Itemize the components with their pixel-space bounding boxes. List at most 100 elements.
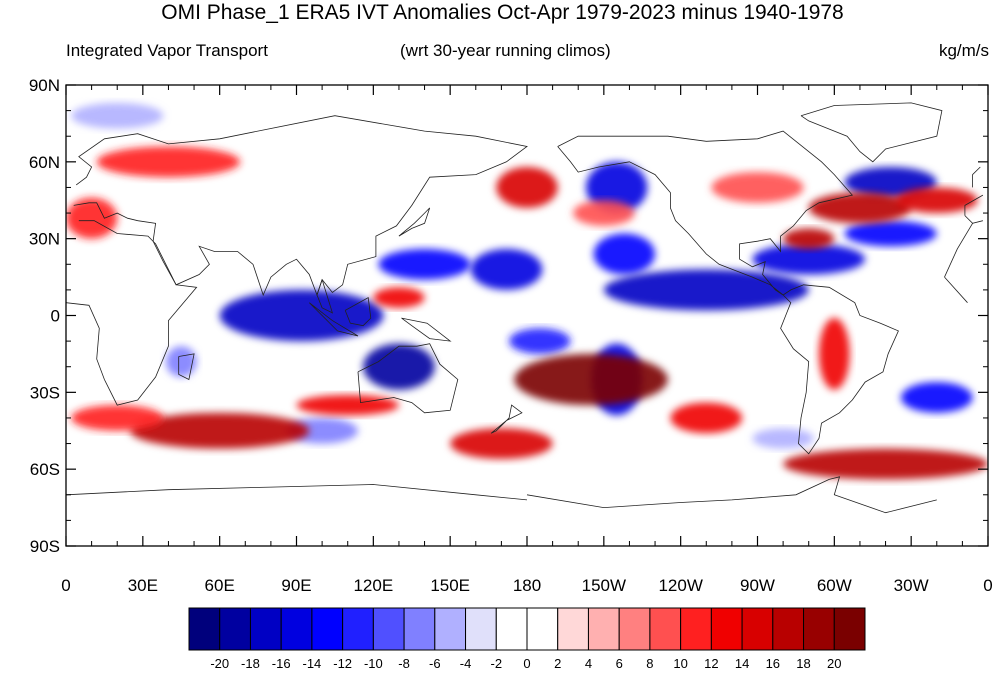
anomaly-positive-28	[373, 287, 425, 308]
anomaly-negative-16	[165, 346, 197, 377]
colorbar-label: 8	[646, 656, 653, 671]
coastline-3-0	[316, 279, 334, 314]
coastline-11-0	[780, 284, 899, 455]
colorbar-swatch	[372, 607, 405, 651]
colorbar-swatch	[710, 607, 743, 651]
lon-tick-label: 30W	[894, 576, 929, 595]
lat-tick-label: 60S	[30, 460, 60, 479]
colorbar-swatch	[680, 607, 712, 651]
anomaly-negative-6	[603, 269, 809, 311]
anomaly-field	[66, 102, 988, 480]
coastline-4-0	[309, 302, 359, 337]
coastline-8-0	[490, 404, 523, 434]
anomaly-negative-0	[219, 289, 384, 342]
anomaly-positive-19	[808, 192, 912, 224]
colorbar-label: 20	[827, 656, 841, 671]
colorbar-label: 0	[523, 656, 530, 671]
anomaly-negative-13	[71, 102, 164, 129]
lon-tick-label: 150W	[582, 576, 626, 595]
colorbar-label: 6	[616, 656, 623, 671]
anomaly-positive-30	[670, 402, 743, 434]
anomaly-positive-20	[783, 228, 835, 249]
anomaly-positive-23	[450, 428, 553, 459]
anomaly-negative-14	[286, 417, 358, 444]
anomaly-negative-5	[593, 233, 656, 275]
anomaly-negative-3	[470, 248, 543, 290]
coastline-0-2	[944, 276, 968, 303]
coastline-1-0	[178, 353, 195, 381]
anomaly-positive-24	[783, 448, 988, 480]
anomaly-negative-1	[363, 343, 435, 390]
coastline-14-2	[972, 166, 981, 188]
colorbar-swatch	[249, 607, 282, 651]
coastline-12-0	[800, 102, 943, 163]
coastline-6-0	[401, 317, 452, 342]
colorbar-label: -20	[210, 656, 229, 671]
colorbar-swatch	[219, 607, 251, 651]
colorbar-label: -16	[272, 656, 291, 671]
anomaly-positive-27	[296, 394, 399, 416]
colorbar-label: 14	[735, 656, 749, 671]
lon-tick-label: 60E	[205, 576, 235, 595]
coastline-9-0	[398, 207, 431, 237]
colorbar-label: -14	[303, 656, 322, 671]
colorbar-label: -12	[333, 656, 352, 671]
anomaly-negative-12	[509, 328, 571, 354]
colorbar-label: -18	[241, 656, 260, 671]
anomaly-positive-17	[514, 353, 668, 406]
lon-tick-label: 60W	[817, 576, 852, 595]
colorbar-swatch	[342, 607, 374, 651]
lat-tick-label: 30N	[29, 230, 60, 249]
lon-tick-label: 0	[983, 576, 992, 595]
axis-ticks: 90N 60N 30N 0 30S 60S 90S 0 30E 60E 90E 120E 150E 180…	[29, 76, 993, 595]
chart-title: OMI Phase_1 ERA5 IVT Anomalies Oct-Apr 1…	[161, 1, 844, 24]
colorbar-label: 4	[585, 656, 592, 671]
lat-tick-label: 30S	[30, 383, 60, 402]
coastline-13-0	[526, 476, 937, 514]
colorbar-label: -2	[490, 656, 502, 671]
lat-tick-label: 90S	[30, 537, 60, 556]
center-subtitle: (wrt 30-year running climos)	[400, 41, 611, 60]
colorbar-swatch	[741, 607, 774, 651]
lat-tick-label: 60N	[29, 153, 60, 172]
colorbar-swatch	[495, 607, 528, 651]
coastlines	[66, 102, 984, 514]
colorbar-label: 2	[554, 656, 561, 671]
lon-tick-label: 90E	[281, 576, 311, 595]
anomaly-negative-10	[900, 382, 973, 413]
colorbar-swatch	[403, 607, 436, 651]
colorbar-label: 18	[796, 656, 810, 671]
anomaly-positive-21	[895, 187, 978, 214]
anomaly-negative-4	[585, 161, 648, 214]
anomaly-positive-31	[818, 318, 850, 390]
colorbar-label: 10	[673, 656, 687, 671]
lat-tick-label: 90N	[29, 76, 60, 95]
coastline-13-1	[66, 484, 528, 501]
anomaly-positive-29	[711, 172, 804, 203]
colorbar-swatch	[618, 607, 651, 651]
colorbar-label: -4	[460, 656, 472, 671]
anomaly-positive-32	[573, 200, 635, 226]
colorbar-swatch	[803, 607, 835, 651]
lon-tick-label: 30E	[128, 576, 158, 595]
anomaly-positive-26	[66, 197, 118, 239]
colorbar-swatch	[434, 607, 467, 651]
colorbar-swatch	[188, 607, 221, 651]
anomaly-positive-25	[96, 146, 241, 178]
coastline-2-0	[964, 194, 984, 216]
anomaly-negative-9	[844, 220, 937, 247]
lon-tick-label: 180	[513, 576, 541, 595]
anomaly-positive-22	[130, 412, 310, 449]
left-subtitle: Integrated Vapor Transport	[66, 41, 268, 60]
coastline-5-0	[344, 296, 372, 327]
colorbar: -20 -18 -16 -14 -12 -10 -8 -6 -4 -2 0 2 4 6 8 10 12 14 16 1…	[188, 607, 866, 671]
colorbar-swatch	[833, 607, 866, 651]
colorbar-swatch	[465, 607, 497, 651]
colorbar-swatch	[587, 607, 620, 651]
lon-tick-label: 120W	[658, 576, 702, 595]
coastline-10-0	[557, 130, 854, 296]
coastline-0-1	[66, 220, 198, 406]
anomaly-negative-15	[752, 428, 814, 449]
colorbar-label: 12	[704, 656, 718, 671]
colorbar-swatch	[557, 607, 589, 651]
